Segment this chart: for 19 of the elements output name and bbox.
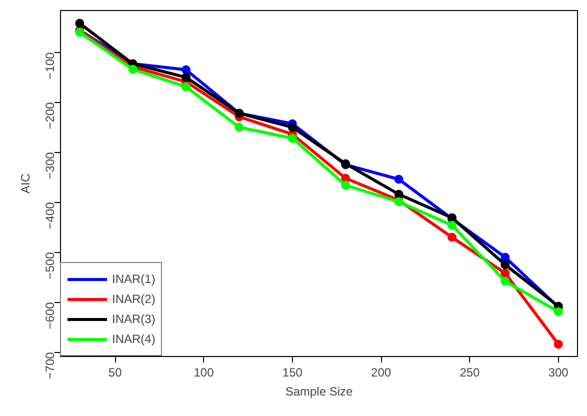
y-axis-title: AIC — [18, 173, 32, 194]
legend-label: INAR(1) — [112, 272, 156, 286]
x-tick-label: 250 — [460, 366, 480, 380]
y-tick-label: −600 — [43, 302, 57, 330]
legend-label: INAR(2) — [112, 292, 156, 306]
y-tick-label: −500 — [43, 252, 57, 280]
legend-label: INAR(4) — [112, 332, 156, 346]
x-axis-title: Sample Size — [285, 384, 354, 398]
y-tick-label: −300 — [43, 152, 57, 180]
x-tick-label: 50 — [108, 366, 122, 380]
y-tick-label: −100 — [43, 52, 57, 80]
y-tick-label: −200 — [43, 102, 57, 130]
y-tick-label: −400 — [43, 202, 57, 230]
x-tick-label: 100 — [194, 366, 214, 380]
x-tick-label: 150 — [282, 366, 303, 380]
y-tick-label: −700 — [43, 352, 57, 380]
legend-label: INAR(3) — [112, 312, 156, 326]
x-tick-label: 200 — [371, 366, 392, 380]
x-tick-label: 300 — [548, 366, 569, 380]
